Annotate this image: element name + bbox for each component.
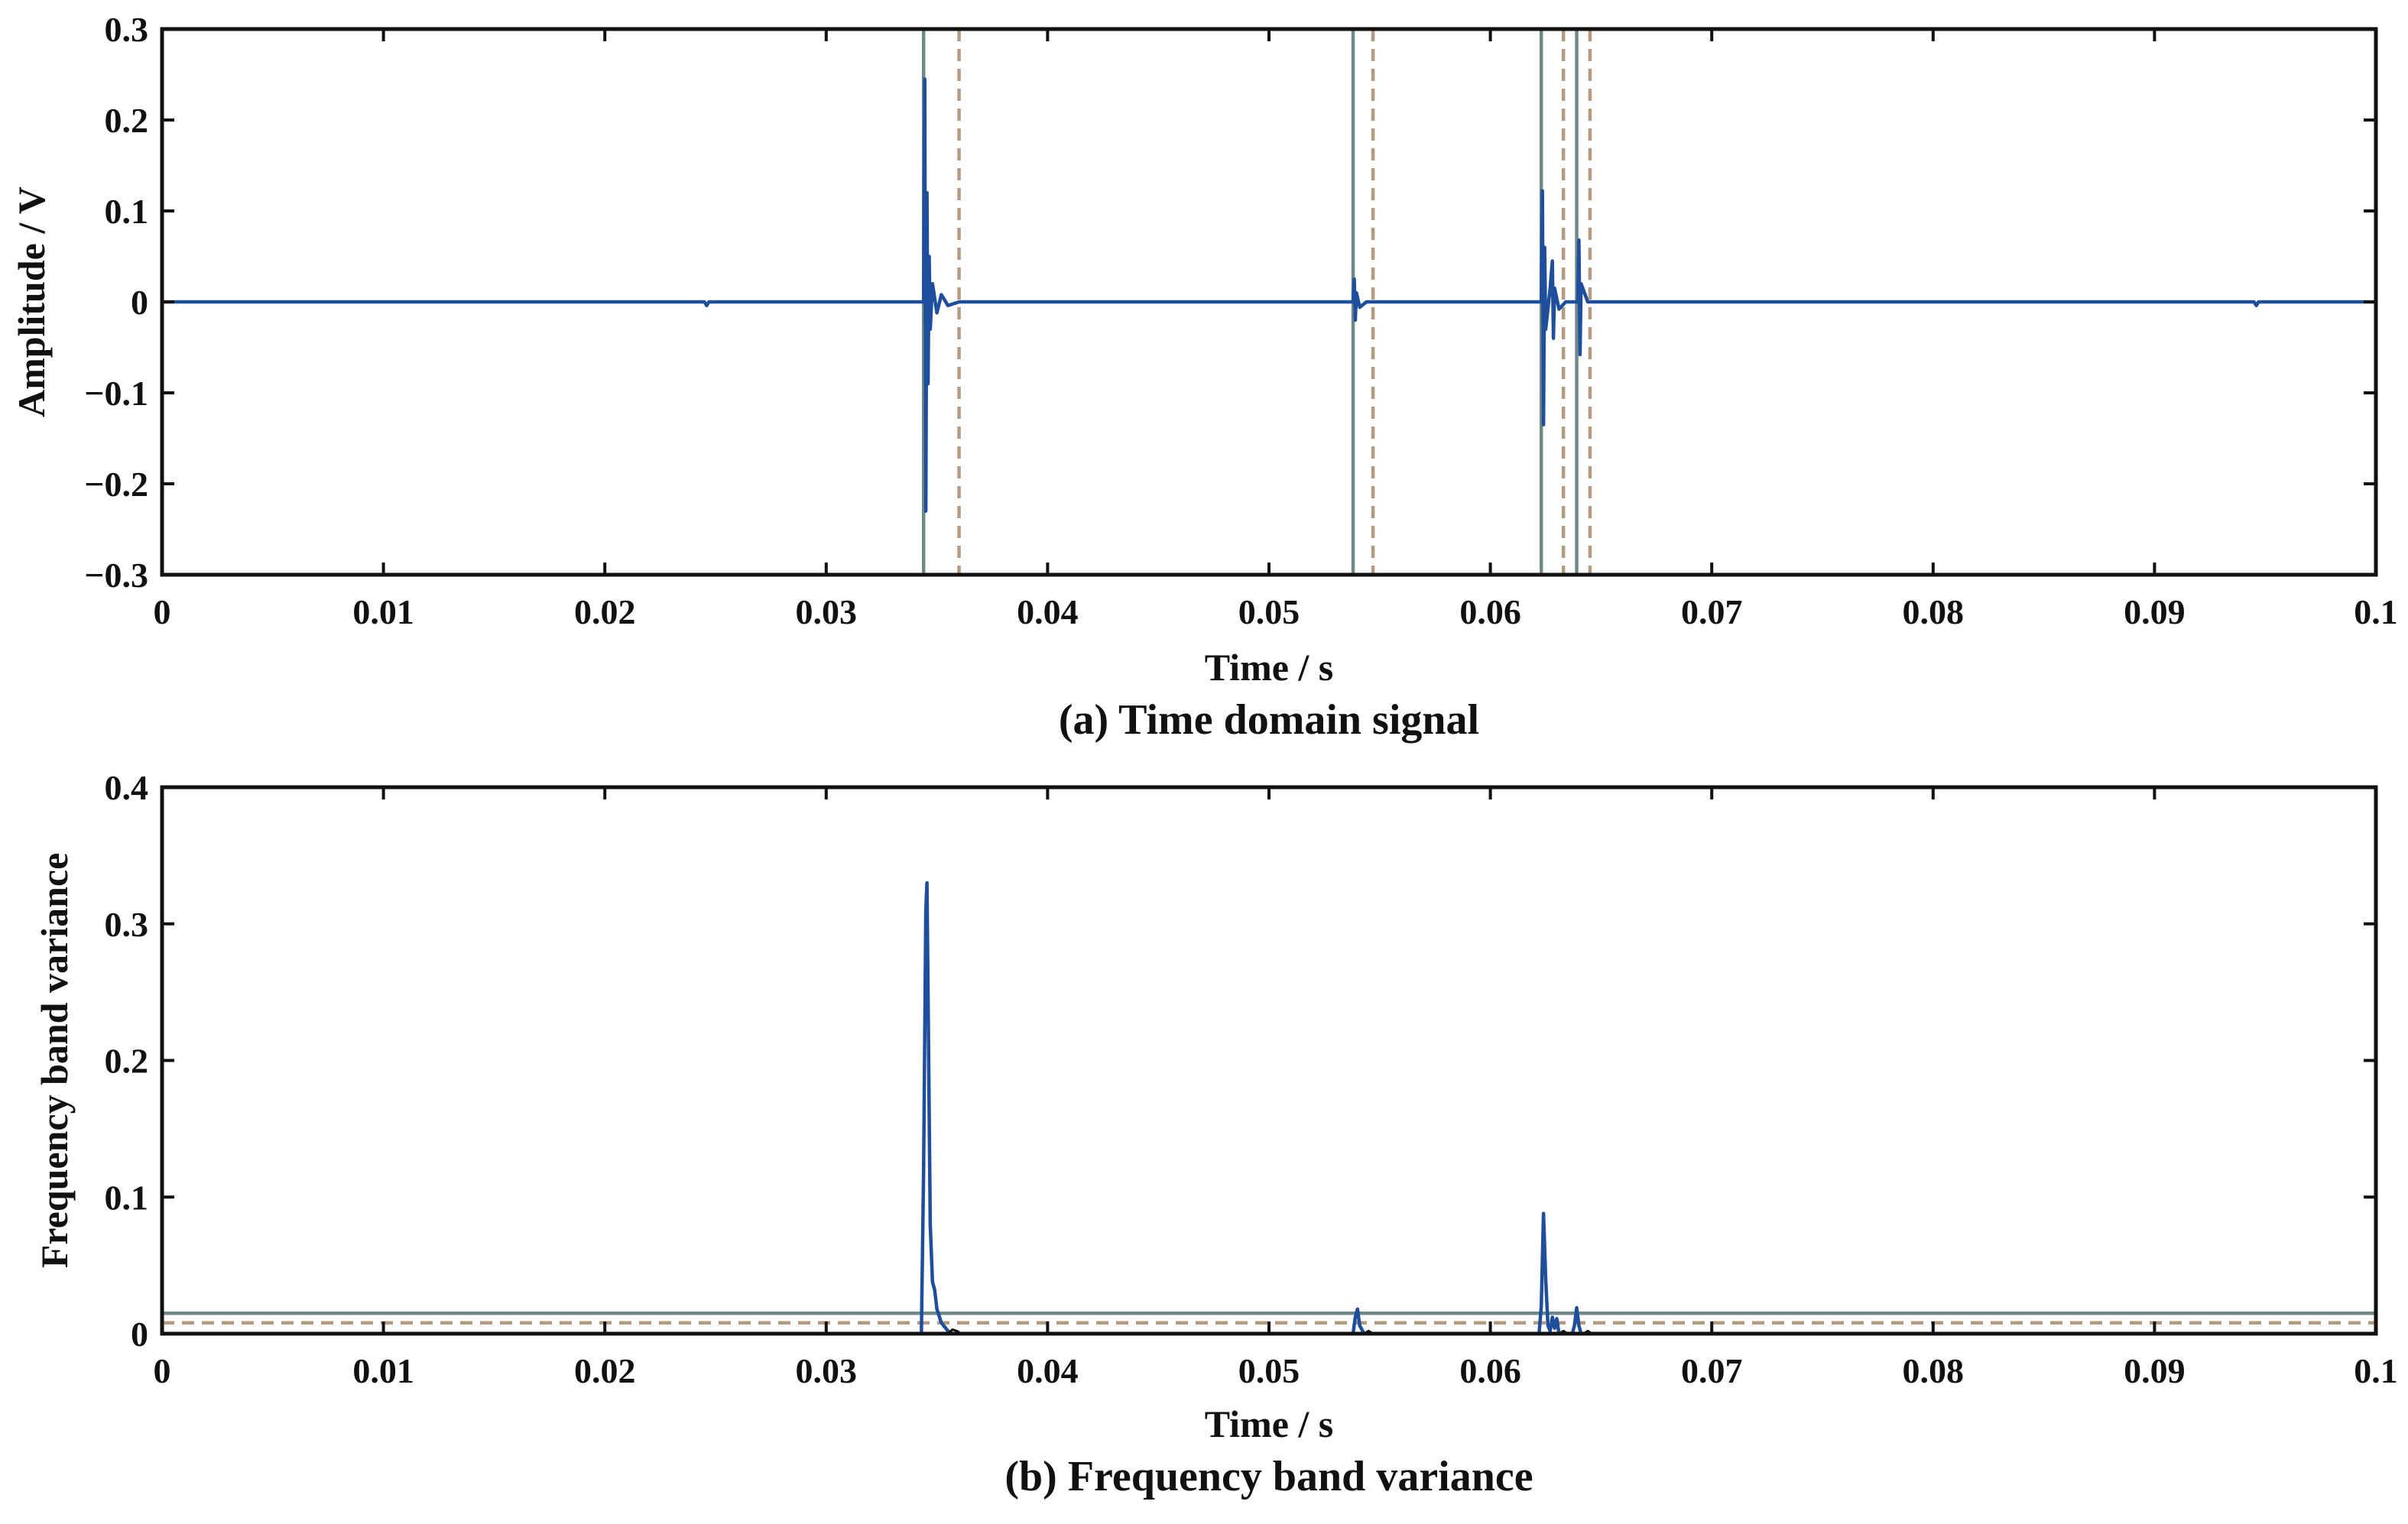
panel-b-x-tick-label-9: 0.09 [2124,1351,2186,1390]
panel-b-x-tick-label-8: 0.08 [1903,1351,1965,1390]
panel-b-x-tick-label-1: 0.01 [352,1351,414,1390]
panel-b-x-axis-label: Time / s [1205,1402,1334,1445]
panel-a-x-tick-label-5: 0.05 [1238,592,1300,631]
panel-a-x-tick-label-3: 0.03 [796,592,858,631]
panel-b-frequency-band-variance: 0 0.01 0.02 0.03 0.04 0.05 0.06 0.07 0.08 0.09 0.1… [33,768,2398,1500]
panel-a-x-tick-label-6: 0.06 [1459,592,1521,631]
panel-b-x-tick-label-2: 0.02 [574,1351,636,1390]
panel-a-y-tick-label-2: −0.1 [84,374,148,413]
panel-a-x-tick-label-10: 0.1 [2354,592,2398,631]
panel-a-x-tick-label-2: 0.02 [574,592,636,631]
panel-a-plot-area [162,29,2376,575]
panel-b-x-tick-label-6: 0.06 [1459,1351,1521,1390]
panel-a-x-tick-label-1: 0.01 [352,592,414,631]
panel-a-x-tick-label-9: 0.09 [2124,592,2186,631]
panel-b-caption: (b) Frequency band variance [1004,1453,1533,1500]
panel-b-x-tick-label-4: 0.04 [1017,1351,1079,1390]
panel-a-ticks: 0 0.01 0.02 0.03 0.04 0.05 0.06 0.07 0.08 0.09 0.1… [84,10,2397,631]
panel-b-y-tick-label-1: 0.1 [105,1178,149,1217]
panel-a-time-domain-signal: 0 0.01 0.02 0.03 0.04 0.05 0.06 0.07 0.08 0.09 0.1… [10,10,2398,744]
panel-a-y-tick-label-5: 0.2 [105,101,149,140]
panel-b-x-tick-label-3: 0.03 [796,1351,858,1390]
panel-b-y-tick-label-2: 0.2 [105,1042,149,1081]
panel-a-x-tick-label-8: 0.08 [1903,592,1965,631]
panel-b-y-axis-label: Frequency band variance [33,853,76,1269]
panel-a-caption: (a) Time domain signal [1059,696,1479,744]
panel-b-y-tick-label-3: 0.3 [105,905,149,944]
panel-b-series-0-line [162,880,2376,1336]
panel-b-x-tick-label-7: 0.07 [1681,1351,1743,1390]
panel-b-y-tick-label-4: 0.4 [105,768,149,807]
panel-a-y-tick-label-4: 0.1 [105,192,149,231]
panel-a-y-tick-label-6: 0.3 [105,10,149,49]
panel-b-y-tick-label-0: 0 [131,1315,148,1354]
panel-a-x-axis-label: Time / s [1205,646,1334,689]
panel-b-ticks: 0 0.01 0.02 0.03 0.04 0.05 0.06 0.07 0.08 0.09 0.1… [105,768,2398,1390]
panel-a-x-tick-label-0: 0 [154,592,171,631]
panel-a-x-tick-label-7: 0.07 [1681,592,1743,631]
panel-a-y-axis-label: Amplitude / V [10,186,53,417]
panel-a-series-0-line [162,77,2376,513]
panel-a-y-tick-label-3: 0 [131,283,148,322]
panel-b-axes-frame [160,785,2378,1336]
panel-b-x-tick-label-0: 0 [154,1351,171,1390]
panel-b-plot-area [162,880,2376,1336]
panel-a-y-tick-label-1: −0.2 [84,465,148,504]
panel-a-y-tick-label-0: −0.3 [84,556,148,595]
panel-b-x-tick-label-10: 0.1 [2354,1351,2398,1390]
panel-b-x-tick-label-5: 0.05 [1238,1351,1300,1390]
panel-a-x-tick-label-4: 0.04 [1017,592,1079,631]
